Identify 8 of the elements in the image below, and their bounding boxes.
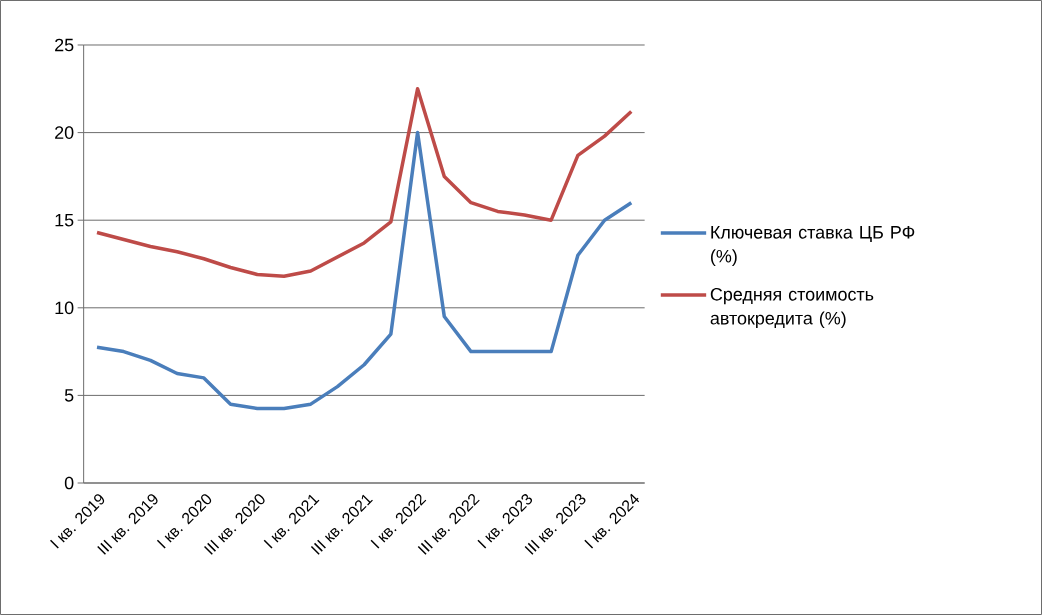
legend-label: Средняя стоимость автокредита (%) <box>710 287 874 329</box>
y-tick-label: 5 <box>64 389 74 402</box>
y-tick-label: 15 <box>55 213 74 227</box>
y-tick-label: 10 <box>55 301 74 315</box>
y-tick-label: 20 <box>55 126 74 139</box>
y-tick-label: 0 <box>64 476 74 490</box>
legend-label: Ключевая ставка ЦБ РФ (%) <box>711 226 915 267</box>
y-tick-label: 25 <box>55 38 74 52</box>
